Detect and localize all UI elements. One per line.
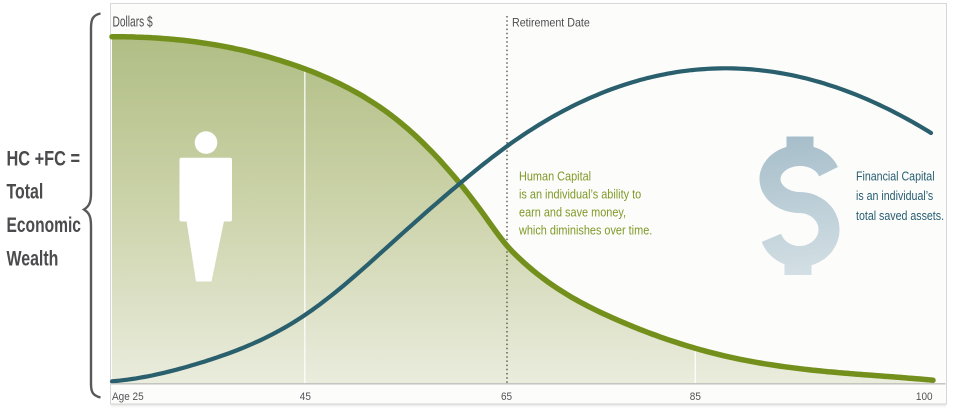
svg-text:Age 25: Age 25 [112, 390, 144, 403]
svg-text:Total: Total [7, 180, 44, 204]
svg-text:is an individual’s ability to: is an individual’s ability to [519, 186, 641, 201]
svg-text:100: 100 [916, 390, 933, 403]
svg-text:Economic: Economic [7, 213, 81, 237]
svg-text:Human Capital: Human Capital [519, 168, 591, 183]
svg-text:Financial Capital: Financial Capital [856, 168, 935, 183]
svg-text:is an individual’s: is an individual’s [856, 188, 933, 203]
svg-text:HC +FC =: HC +FC = [7, 147, 80, 171]
svg-text:45: 45 [300, 390, 311, 403]
svg-text:Dollars $: Dollars $ [113, 13, 153, 31]
svg-text:earn and save money,: earn and save money, [519, 204, 626, 219]
svg-text:total saved assets.: total saved assets. [856, 208, 944, 223]
svg-text:Retirement Date: Retirement Date [512, 17, 590, 29]
svg-text:85: 85 [690, 390, 701, 403]
svg-text:Wealth: Wealth [7, 247, 59, 271]
svg-text:65: 65 [501, 390, 512, 403]
svg-text:which diminishes over time.: which diminishes over time. [518, 222, 652, 237]
